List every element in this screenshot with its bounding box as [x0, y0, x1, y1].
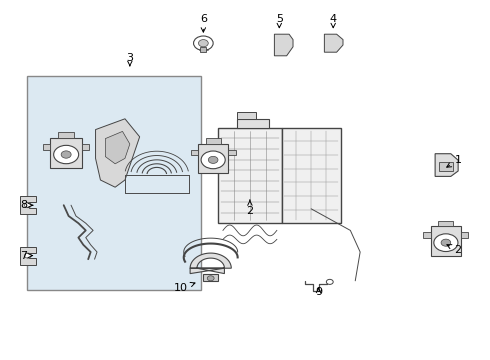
- Bar: [191, 149, 198, 156]
- Bar: [228, 149, 236, 156]
- Bar: [200, 47, 206, 52]
- Bar: [282, 128, 341, 223]
- Polygon shape: [20, 196, 36, 214]
- Circle shape: [208, 156, 218, 163]
- Text: 4: 4: [330, 14, 337, 28]
- Bar: [82, 144, 89, 150]
- Bar: [439, 162, 453, 171]
- Bar: [50, 138, 82, 168]
- Text: 9: 9: [315, 287, 322, 297]
- Bar: [423, 232, 431, 238]
- Circle shape: [53, 145, 78, 164]
- Polygon shape: [435, 154, 458, 176]
- Text: 7: 7: [20, 251, 33, 261]
- Circle shape: [441, 239, 451, 246]
- Circle shape: [207, 276, 214, 281]
- Bar: [431, 226, 461, 256]
- Bar: [237, 119, 269, 128]
- Bar: [203, 274, 218, 281]
- Polygon shape: [105, 131, 130, 164]
- Text: 3: 3: [126, 53, 133, 66]
- Circle shape: [326, 279, 333, 284]
- Bar: [461, 232, 468, 238]
- Circle shape: [61, 151, 71, 158]
- Bar: [27, 76, 201, 290]
- Text: 2: 2: [246, 200, 253, 216]
- Text: 2: 2: [447, 245, 462, 255]
- Circle shape: [198, 40, 208, 47]
- Circle shape: [194, 36, 213, 50]
- Bar: [198, 144, 228, 173]
- Polygon shape: [324, 34, 343, 52]
- Polygon shape: [274, 34, 293, 56]
- Polygon shape: [20, 247, 36, 265]
- Bar: [58, 132, 74, 138]
- Text: 5: 5: [276, 14, 283, 28]
- Text: 6: 6: [200, 14, 207, 32]
- Circle shape: [24, 203, 31, 208]
- Bar: [237, 112, 256, 119]
- Circle shape: [434, 234, 458, 252]
- Bar: [206, 138, 220, 144]
- Text: 8: 8: [20, 200, 33, 210]
- Text: 1: 1: [447, 155, 462, 167]
- Bar: [439, 221, 454, 226]
- Polygon shape: [190, 253, 231, 274]
- Bar: [218, 128, 282, 223]
- Circle shape: [201, 151, 225, 169]
- Circle shape: [24, 253, 31, 258]
- Text: 10: 10: [174, 283, 195, 293]
- Bar: [43, 144, 50, 150]
- Polygon shape: [96, 119, 140, 187]
